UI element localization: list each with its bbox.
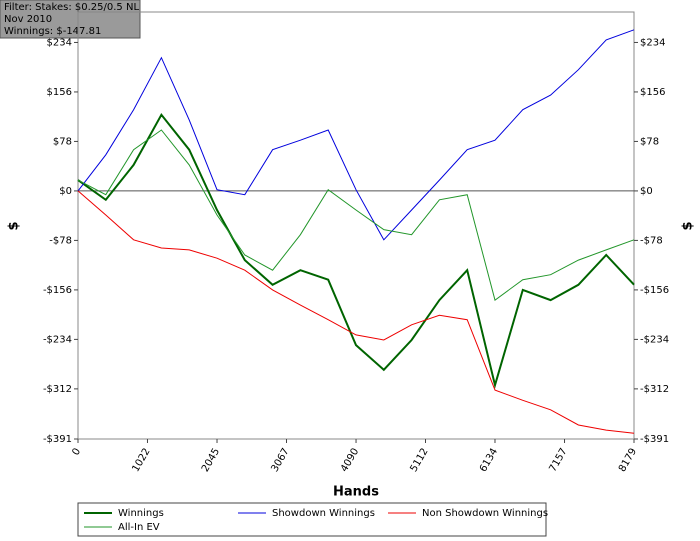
series-line: [77, 113, 635, 389]
x-tick-label: 0: [70, 447, 83, 458]
y-tick-label-right: -$156: [640, 285, 669, 296]
y-tick-label-right: $234: [640, 37, 665, 48]
y-tick-label-right: $156: [640, 87, 665, 98]
y-axis-label: $: [7, 221, 22, 230]
y-tick-label-right: $78: [640, 136, 659, 147]
x-tick-label: 2045: [200, 447, 222, 475]
legend-label: Non Showdown Winnings: [422, 508, 548, 519]
y-tick-label-right: $0: [640, 186, 653, 197]
x-tick-label: 5112: [408, 447, 430, 475]
y-tick-label-right: -$78: [640, 235, 663, 246]
plot-frame: [77, 11, 635, 440]
x-tick-label: 1022: [130, 447, 152, 475]
info-line: Winnings: $-147.81: [4, 26, 101, 37]
y-tick-label: -$391: [43, 434, 72, 445]
y-tick-label: -$312: [43, 384, 72, 395]
legend-label: Winnings: [118, 508, 164, 519]
y-tick-label: $234: [47, 37, 72, 48]
y-tick-label: -$156: [43, 285, 72, 296]
y-tick-label: -$78: [49, 235, 72, 246]
x-tick-label: 6134: [478, 447, 500, 475]
y-axis-label-right: $: [681, 221, 696, 230]
y-tick-label-right: -$312: [640, 384, 669, 395]
legend-label: Showdown Winnings: [272, 508, 375, 519]
y-tick-label: $156: [47, 87, 72, 98]
x-axis-label: Hands: [333, 485, 379, 500]
y-tick-label-right: -$234: [640, 334, 669, 345]
info-box: [0, 0, 141, 39]
legend-box: [77, 502, 547, 537]
y-tick-label-right: -$391: [640, 434, 669, 445]
y-tick-label: -$234: [43, 334, 72, 345]
y-tick-label: $78: [53, 136, 72, 147]
x-tick-label: 3067: [269, 447, 291, 475]
legend-label: All-In EV: [118, 522, 160, 533]
x-tick-label: 4090: [339, 447, 361, 475]
y-tick-label: $0: [59, 186, 72, 197]
x-tick-label: 7157: [547, 447, 569, 475]
info-line: Filter: Stakes: $0.25/0.5 NL: [4, 2, 139, 13]
series-line: [77, 29, 635, 241]
series-line: [77, 190, 635, 434]
series-line: [77, 129, 635, 301]
x-tick-label: 8179: [617, 447, 639, 475]
info-line: Nov 2010: [4, 14, 52, 25]
